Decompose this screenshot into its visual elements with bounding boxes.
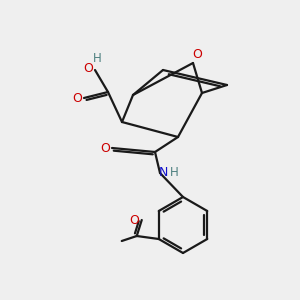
Text: H: H [93, 52, 101, 65]
Text: O: O [192, 47, 202, 61]
Text: O: O [83, 62, 93, 76]
Text: N: N [158, 166, 168, 178]
Text: O: O [72, 92, 82, 104]
Text: O: O [100, 142, 110, 154]
Text: H: H [169, 166, 178, 178]
Text: O: O [129, 214, 139, 226]
